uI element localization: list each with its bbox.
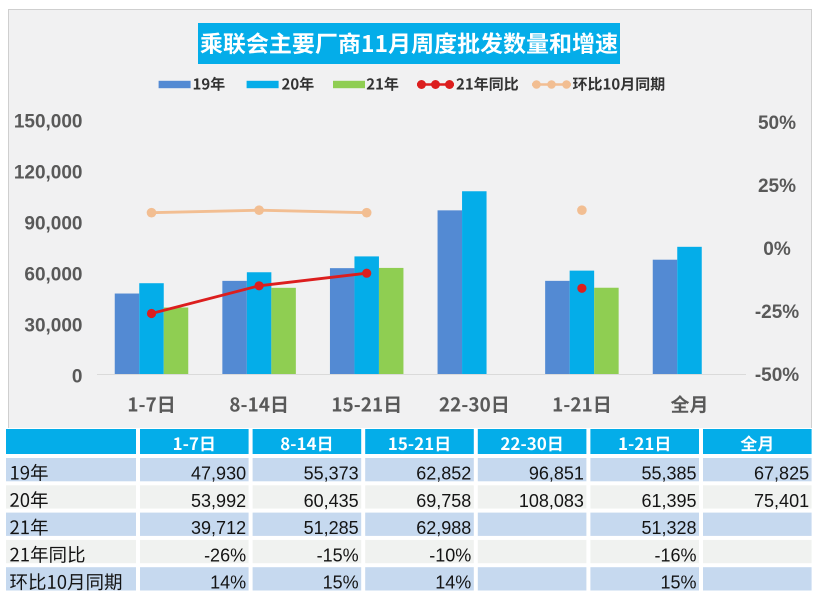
svg-text:51,285: 51,285 [304, 518, 359, 538]
svg-text:90,000: 90,000 [24, 213, 82, 234]
svg-text:61,395: 61,395 [641, 491, 696, 511]
svg-text:53,992: 53,992 [191, 491, 246, 511]
svg-text:30,000: 30,000 [24, 315, 82, 336]
svg-text:-25%: -25% [755, 302, 799, 323]
svg-text:69,758: 69,758 [416, 491, 471, 511]
svg-text:15%: 15% [660, 573, 696, 593]
svg-text:-50%: -50% [755, 365, 799, 386]
svg-text:39,712: 39,712 [191, 518, 246, 538]
svg-text:75,401: 75,401 [754, 491, 809, 511]
svg-text:62,852: 62,852 [416, 464, 471, 484]
svg-text:120,000: 120,000 [14, 162, 83, 183]
svg-text:-15%: -15% [317, 545, 359, 565]
svg-text:51,328: 51,328 [641, 518, 696, 538]
svg-text:62,988: 62,988 [416, 518, 471, 538]
svg-text:55,373: 55,373 [304, 464, 359, 484]
svg-text:0: 0 [72, 366, 83, 387]
svg-text:108,083: 108,083 [519, 491, 584, 511]
svg-text:55,385: 55,385 [641, 464, 696, 484]
svg-text:96,851: 96,851 [529, 464, 584, 484]
svg-text:60,435: 60,435 [304, 491, 359, 511]
svg-text:50%: 50% [758, 113, 796, 134]
svg-text:15%: 15% [323, 573, 359, 593]
svg-text:-10%: -10% [429, 545, 471, 565]
svg-text:-16%: -16% [654, 545, 696, 565]
svg-text:47,930: 47,930 [191, 464, 246, 484]
svg-text:60,000: 60,000 [24, 264, 82, 285]
svg-text:25%: 25% [758, 176, 796, 197]
svg-text:67,825: 67,825 [754, 464, 809, 484]
svg-text:150,000: 150,000 [14, 111, 83, 132]
svg-text:14%: 14% [210, 573, 246, 593]
svg-text:0%: 0% [763, 239, 791, 260]
svg-text:14%: 14% [435, 573, 471, 593]
svg-text:-26%: -26% [204, 545, 246, 565]
